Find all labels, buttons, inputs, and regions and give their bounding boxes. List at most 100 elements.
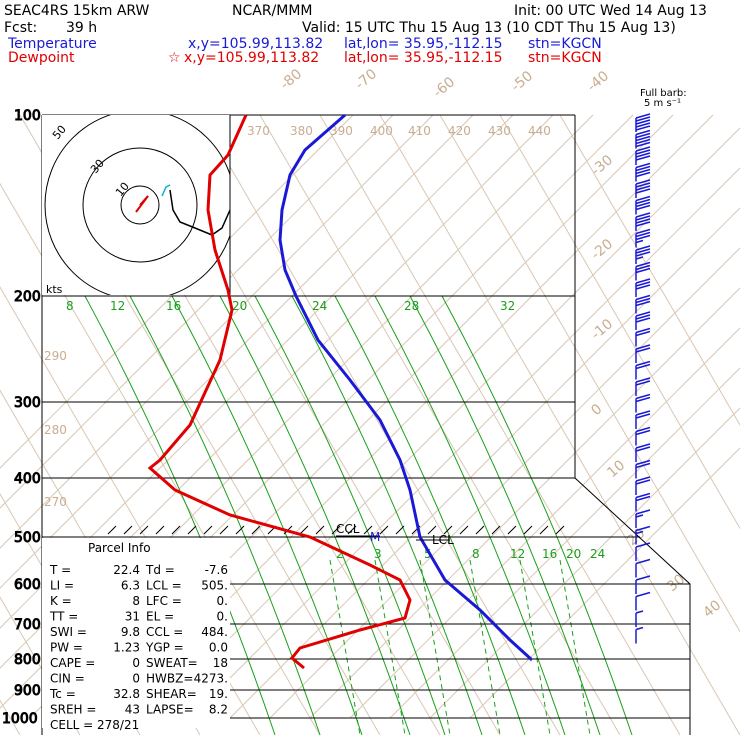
parcel-info-cell: CCL = xyxy=(146,625,183,639)
mixing-ratio-label: 2 xyxy=(336,547,344,561)
theta-label: 400 xyxy=(370,124,393,138)
theta-label: 410 xyxy=(408,124,431,138)
temperature-tick-label: -70 xyxy=(352,66,380,93)
wind-barb xyxy=(635,558,651,578)
pressure-label: 700 xyxy=(14,617,41,633)
temperature-tick-label: -50 xyxy=(508,68,536,95)
wind-barb xyxy=(635,113,651,132)
parcel-info-cell: 4273. xyxy=(194,672,228,686)
temperature-xy: x,y=105.99,113.82 xyxy=(188,36,323,52)
mixing-ratio-label: 8 xyxy=(66,299,74,313)
theta-label: 440 xyxy=(528,124,551,138)
wind-barb xyxy=(635,278,651,297)
valid-time: Valid: 15 UTC Thu 15 Aug 13 (10 CDT Thu … xyxy=(302,20,676,36)
model-title: SEAC4RS 15km ARW xyxy=(4,3,150,19)
theta-label: 380 xyxy=(290,124,313,138)
parcel-info-cell: 18 xyxy=(213,656,228,670)
wind-barb xyxy=(635,525,651,545)
parcel-info-cell: CIN = xyxy=(50,672,85,686)
wind-barb xyxy=(635,294,651,314)
theta-label: 390 xyxy=(330,124,353,138)
wind-barb xyxy=(635,542,651,561)
pressure-label: 100 xyxy=(14,108,41,124)
theta-label: 430 xyxy=(488,124,511,138)
barb-legend: Full barb: 5 m s⁻¹ xyxy=(640,88,687,109)
temperature-curve xyxy=(278,113,534,662)
temperature-tick-label: 0 xyxy=(588,401,605,419)
wind-barb xyxy=(635,377,651,396)
pressure-label: 500 xyxy=(14,530,41,546)
mixing-ratio-label: 5 xyxy=(424,547,432,561)
fcst-label: Fcst: xyxy=(4,20,37,36)
parcel-info-cell: Tc = xyxy=(49,687,76,701)
parcel-info-title: Parcel Info xyxy=(88,541,151,555)
mixing-ratio-label: 3 xyxy=(374,547,382,561)
pressure-label: 600 xyxy=(14,577,41,593)
theta-label: 270 xyxy=(44,495,67,509)
wind-barb xyxy=(635,195,651,215)
temperature-tick-label: 10 xyxy=(604,457,628,481)
wind-barb xyxy=(635,393,651,413)
wind-barb xyxy=(635,476,651,495)
parcel-info-cell: LFC = xyxy=(146,594,182,608)
parcel-info-cell: 22.4 xyxy=(113,563,140,577)
parcel-info-cell: 6.3 xyxy=(121,579,140,593)
parcel-info-cell: Td = xyxy=(145,563,175,577)
parcel-info-box: Parcel Info T = 22.4 Td = -7.6 LI = 6.3 LCL = 5… xyxy=(42,538,230,732)
parcel-info-cell: K = xyxy=(50,594,72,608)
dewpoint-curve xyxy=(147,114,412,670)
pressure-label: 900 xyxy=(14,683,41,699)
wind-barb xyxy=(635,327,651,347)
parcel-info-cell: 0. xyxy=(217,594,228,608)
mixing-ratio-label: 20 xyxy=(232,299,247,313)
mixing-ratio-label: 8 xyxy=(472,547,480,561)
wind-barb xyxy=(635,591,651,611)
temperature-station: stn=KGCN xyxy=(528,36,602,52)
dewpoint-station: stn=KGCN xyxy=(528,50,602,66)
wind-barb xyxy=(635,129,651,149)
mixing-ratio-label: 12 xyxy=(510,547,525,561)
parcel-info-cell: 0 xyxy=(132,656,140,670)
theta-label: 370 xyxy=(247,124,270,138)
parcel-info-cell: 0 xyxy=(132,672,140,686)
wind-barb xyxy=(635,162,651,182)
dewpoint-star-icon: ☆ xyxy=(168,50,181,66)
dewpoint-xy: x,y=105.99,113.82 xyxy=(184,50,319,66)
parcel-info-cell: 0. xyxy=(217,610,228,624)
mixing-ratio-label: 12 xyxy=(110,299,125,313)
parcel-info-cell: SHEAR= xyxy=(146,687,197,701)
parcel-info-cell: TT = xyxy=(49,610,78,624)
mixing-ratio-label: 24 xyxy=(590,547,605,561)
parcel-info-cell: 43 xyxy=(125,703,140,717)
parcel-info-cell: 0.0 xyxy=(209,641,228,655)
wind-barb xyxy=(635,146,651,165)
mixing-ratio-label: 16 xyxy=(166,299,181,313)
temperature-tick-label: 40 xyxy=(700,597,724,621)
temperature-tick-label: -60 xyxy=(430,74,458,101)
wind-barb xyxy=(635,509,651,528)
wind-barb xyxy=(635,311,651,330)
parcel-info-cell: 484. xyxy=(201,625,228,639)
temperature-legend-label: Temperature xyxy=(7,36,97,52)
mixing-ratio-label: 24 xyxy=(312,299,327,313)
wind-barb xyxy=(635,410,651,429)
wind-barb xyxy=(635,443,651,462)
wind-barb xyxy=(635,179,651,198)
parcel-info-cell: CELL = 278/21 xyxy=(50,718,139,732)
org-label: NCAR/MMM xyxy=(232,3,313,19)
wind-barb xyxy=(635,575,651,594)
barb-legend-line1: Full barb: xyxy=(640,88,687,99)
pressure-label: 1000 xyxy=(2,711,38,727)
temperature-tick-label: -40 xyxy=(584,68,612,95)
parcel-info-cell: PW = xyxy=(50,641,83,655)
mixing-ratio-label: 20 xyxy=(566,547,581,561)
dewpoint-legend-label: Dewpoint xyxy=(8,50,75,66)
pressure-label: 800 xyxy=(14,652,41,668)
parcel-info-cell: 1.23 xyxy=(113,641,140,655)
wind-barb xyxy=(635,426,651,446)
parcel-info-cell: LCL = xyxy=(146,579,182,593)
theta-label: 420 xyxy=(448,124,471,138)
wind-barb xyxy=(635,626,644,644)
wind-barb xyxy=(635,344,651,363)
